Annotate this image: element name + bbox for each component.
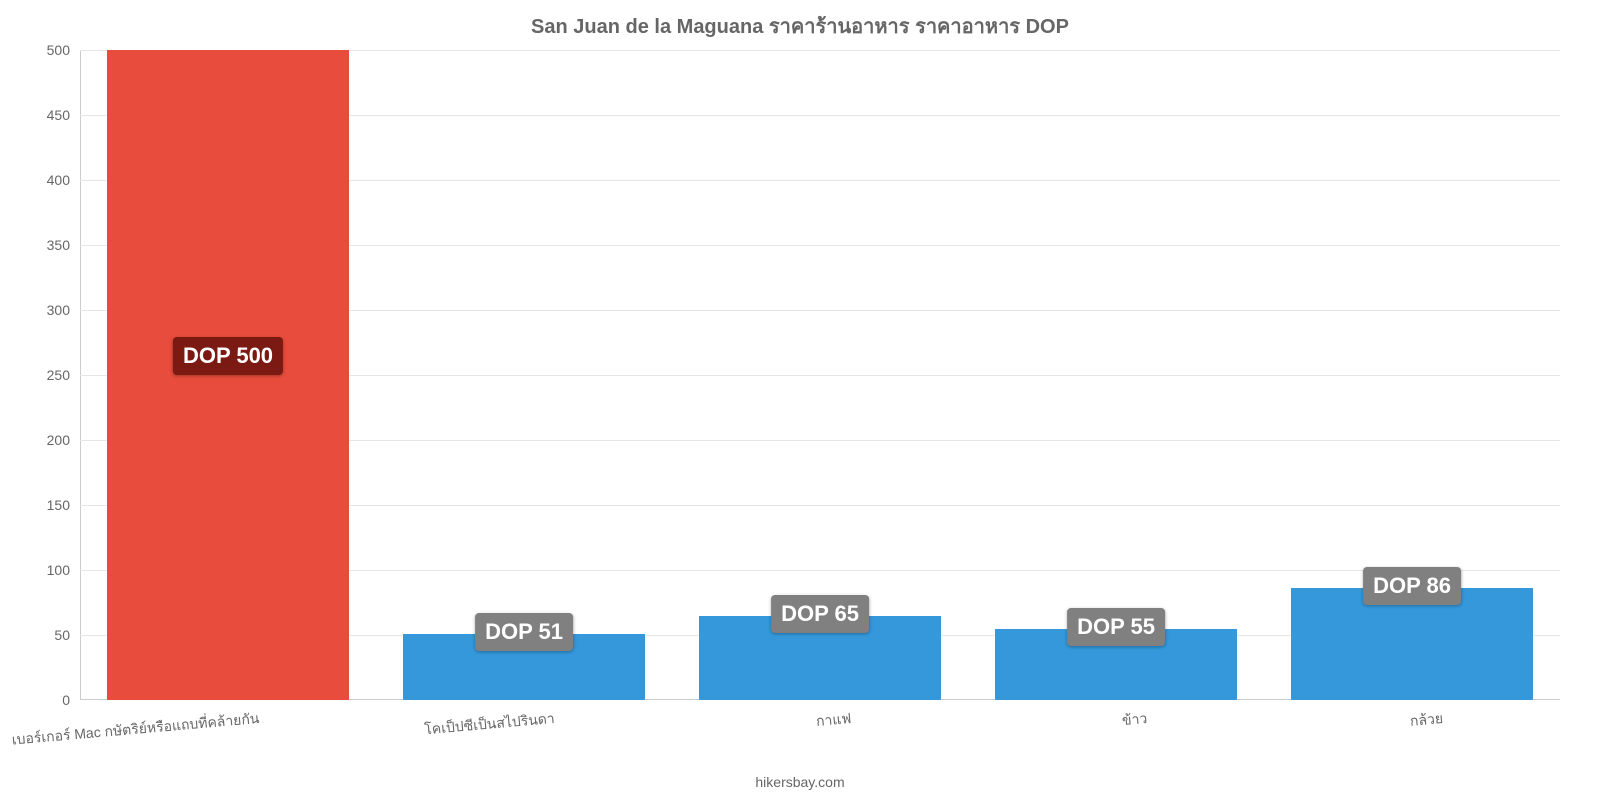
plot-area: 050100150200250300350400450500 DOP 500DO…: [80, 50, 1560, 700]
y-tick-label: 100: [10, 562, 70, 578]
bar-value-label: DOP 51: [475, 613, 573, 651]
y-tick-label: 300: [10, 302, 70, 318]
y-tick-label: 500: [10, 42, 70, 58]
chart-title: San Juan de la Maguana ราคาร้านอาหาร ราค…: [0, 10, 1600, 42]
bar-value-label: DOP 55: [1067, 608, 1165, 646]
x-tick-label: กาแฟ: [815, 708, 852, 733]
bar: [107, 50, 350, 700]
x-tick-label: โคเป็ปซีเป็นสไปรินดา: [424, 708, 556, 741]
x-tick-label: กล้วย: [1409, 708, 1444, 733]
bar-value-label: DOP 500: [173, 337, 283, 375]
y-tick-label: 50: [10, 627, 70, 643]
y-tick-label: 450: [10, 107, 70, 123]
bars-layer: DOP 500 DOP 51 DOP 65 DOP 55 DOP 86: [80, 50, 1560, 700]
bar-value-label: DOP 86: [1363, 567, 1461, 605]
y-tick-label: 0: [10, 692, 70, 708]
y-tick-label: 150: [10, 497, 70, 513]
y-tick-label: 250: [10, 367, 70, 383]
x-tick-label: เบอร์เกอร์ Mac กษัตริย์หรือแถบที่คล้ายกั…: [11, 708, 260, 752]
bar-chart: San Juan de la Maguana ราคาร้านอาหาร ราค…: [0, 0, 1600, 800]
x-axis-labels: เบอร์เกอร์ Mac กษัตริย์หรือแถบที่คล้ายกั…: [80, 700, 1560, 760]
bar-value-label: DOP 65: [771, 595, 869, 633]
x-tick-label: ข้าว: [1121, 708, 1148, 732]
y-tick-label: 350: [10, 237, 70, 253]
y-tick-label: 400: [10, 172, 70, 188]
attribution: hikersbay.com: [0, 774, 1600, 790]
y-tick-label: 200: [10, 432, 70, 448]
